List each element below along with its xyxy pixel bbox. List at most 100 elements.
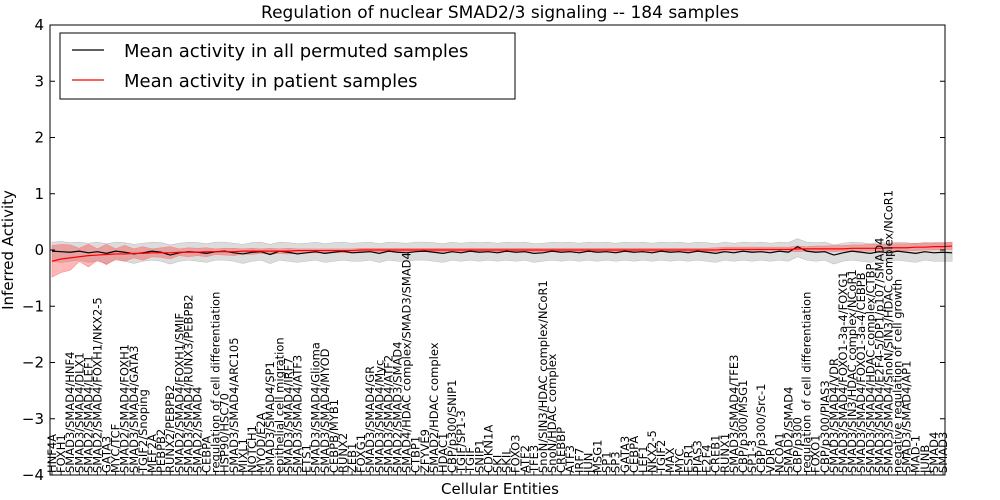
x-tick-label: JUNB (918, 445, 932, 474)
x-tick-label: TFE3 (527, 445, 541, 474)
x-tick-label: SMAD3/SMAD4/IRF7 (281, 357, 295, 473)
x-tick-label: FOXG1 (354, 434, 368, 473)
legend: Mean activity in all permuted samples Me… (59, 32, 516, 100)
x-tick-label: negative regulation of cell growth (891, 279, 905, 473)
x-tick-label: regulation of cell differentiation (209, 292, 223, 473)
x-tick-label: GATA3 (618, 436, 632, 473)
x-tick-label: CBP/p300/MSG1 (736, 380, 750, 473)
x-tick-label: SMAD3/SMAD4/HDAC complex/CTBP (863, 264, 877, 473)
x-tick-label: SP1 (600, 451, 614, 473)
y-tick-label: −1 (22, 297, 44, 315)
x-tick-label: MYOD/E2A (254, 412, 268, 473)
x-tick-label: SMAD4/HDAC complex/SMAD3/SMAD4 (400, 252, 414, 473)
x-tick-label: SMAD3/SMAD4/HNF4 (63, 352, 77, 473)
x-tick-label: GATA3 (100, 436, 114, 473)
x-tick-label: SKIL (500, 448, 514, 473)
x-tick-label: MEF2A (145, 434, 159, 473)
legend-box (59, 32, 516, 100)
x-tick-label: SMAD3/SMAD4/ARC105 (227, 337, 241, 473)
x-tick-label: ATF3 (563, 445, 577, 473)
x-tick-label: MAD-1 (909, 435, 923, 473)
x-tick-label: SKI (491, 455, 505, 473)
x-tick-label: RUNX2/PEBPB2 (163, 385, 177, 473)
x-tick-label: CREB1 (709, 435, 723, 474)
x-tick-label: SMAD3/SMAD4/Glioma (309, 342, 323, 473)
x-tick-label: HNF4A (45, 434, 59, 473)
x-tick-label: ESR1 (681, 443, 695, 473)
x-tick-label: MYC (672, 449, 686, 473)
chart-title: Regulation of nuclear SMAD2/3 signaling … (261, 3, 739, 23)
x-tick-label: SMAD3/SMAD4/TFE3 (727, 355, 741, 474)
y-tick-label: −2 (22, 354, 44, 372)
x-tick-label: SMAD3/SMAD4/ATF3 (290, 355, 304, 473)
x-tick-label: regulation of cell differentiation (800, 292, 814, 473)
x-tick-label: ZFYVE9 (418, 429, 432, 473)
entity-label-group: HNF4AFOXH1SMAD3/SMAD4/HNF4SMAD3/SMAD4/DL… (45, 190, 950, 475)
x-tick-label: epithelial cell migration (272, 337, 286, 473)
x-tick-label: SMAD3/SMAD4/MYOD (318, 348, 332, 473)
x-tick-label: NKX2-5 (645, 430, 659, 473)
x-tick-label: SMAD3/SMAD4/VDR (827, 358, 841, 473)
x-tick-label: IRF7 (572, 448, 586, 473)
x-tick-label: TGIF/SP1-3 (454, 410, 468, 474)
x-tick-label: CTBP1 (409, 436, 423, 473)
x-tick-label: CEBPA (627, 436, 641, 473)
x-tick-label: CBP/p300/PIAS3 (818, 380, 832, 473)
x-tick-label: SMAD4 (927, 432, 941, 473)
x-tick-label: SMAD3/SMAD4/DLX1 (72, 352, 86, 473)
x-tick-label: TGIF2 (654, 440, 668, 474)
x-tick-label: ETS1 (300, 444, 314, 473)
legend-label-permuted: Mean activity in all permuted samples (124, 41, 468, 62)
line-series-1 (51, 245, 953, 262)
x-tick-label: SMAD3/SMAD4/FOXO1-3a-4/FOXG1 (836, 271, 850, 473)
x-tick-label: SMAD3/SMAD4/FOXO1-3a-4/CEBPB (854, 272, 868, 473)
x-tick-label: VDR (763, 448, 777, 473)
x-tick-label: HSP90/HSC70 (218, 393, 232, 473)
x-tick-label: SMAD2/SMAD4 (190, 387, 204, 473)
legend-label-patient: Mean activity in patient samples (124, 71, 418, 92)
x-tick-label: TGIF2/Snoping (136, 389, 150, 474)
x-tick-label: FOXH1 (54, 434, 68, 473)
plot-area (51, 238, 953, 278)
x-tick-label: SMAD3/SMAD4/Myc (372, 360, 386, 473)
x-tick-label: CBP/p300/Src-1 (754, 384, 768, 473)
x-tick-label: MYC/TCF (109, 424, 123, 473)
x-tick-label: CEBPB/MYB1 (327, 399, 341, 473)
x-tick-label: MAX (663, 447, 677, 473)
y-tick-label: 3 (34, 72, 44, 90)
x-tick-label: HDAC1 (436, 433, 450, 473)
x-tick-label: SMAD3/SMAD4/RUNX3/PEBPB2 (181, 294, 195, 473)
x-tick-label: CREBBP (554, 427, 568, 473)
x-tick-label: SMAD3/SMAD4/SP1 (263, 361, 277, 473)
x-tick-label: SMAD2/SMAD4/FOXH1/NKX2-5 (90, 297, 104, 473)
y-tick-label: 4 (34, 16, 44, 34)
x-tick-label: FOXO1 (809, 435, 823, 473)
x-tick-label: SMAD3/SMAD4/AP1 (900, 361, 914, 473)
x-axis-label: Cellular Entities (441, 480, 559, 498)
x-tick-label: CEBPA (200, 436, 214, 473)
x-tick-label: SMAD3/SMAD4/GR (363, 366, 377, 473)
y-axis-label: Inferred Activity (0, 190, 17, 310)
x-tick-label: SMAD2/HDAC complex (427, 342, 441, 473)
x-tick-label: SMAD2/SMAD4/LEF1 (81, 355, 95, 473)
x-tick-label: SnoN/SIN3/HDAC complex/NCoR1 (536, 280, 550, 473)
x-tick-label: ATF2 (518, 445, 532, 473)
x-tick-label: RUNX2 (336, 433, 350, 473)
x-tick-label: SMAD2/SMAD4/FOXH1/SMIF (172, 313, 186, 473)
x-tick-label: NCOA1 (772, 432, 786, 473)
x-tick-label: CDKN1A (481, 425, 495, 473)
axes-frame (49, 24, 946, 476)
x-tick-label: SMAD3/SMAD4/E2F4-5/DP1/p107/SMAD4 (872, 238, 886, 474)
x-tick-label: PEBPB2 (154, 429, 168, 473)
x-tick-label: SNIP1 (472, 439, 486, 473)
x-tick-label: CBP/p300/SNIP1 (445, 380, 459, 473)
x-tick-label: SMAD3/SMAD4/ATF2 (381, 355, 395, 473)
y-tick-label: −3 (22, 410, 44, 428)
x-tick-label: JUN (581, 453, 595, 474)
x-tick-label: SMAD2/SMAD4/FOXH1 (118, 344, 132, 473)
x-tick-label: SP1-3 (745, 440, 759, 473)
x-tick-label: CBP/p300 (791, 417, 805, 473)
x-tick-label: SMAD3 (936, 432, 950, 473)
y-tick-label: 1 (34, 185, 44, 203)
